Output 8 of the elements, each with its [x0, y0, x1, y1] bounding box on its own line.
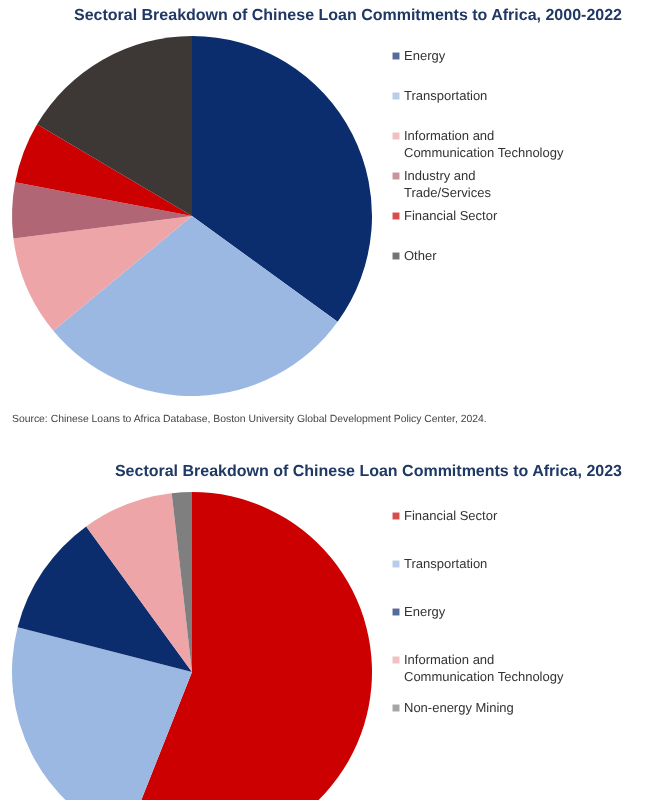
- pie-slice: [13, 216, 192, 331]
- pie-slice: [192, 36, 372, 322]
- pie-slice: [53, 216, 338, 396]
- pie-slice: [37, 36, 192, 216]
- chart-title: Sectoral Breakdown of Chinese Loan Commitments to Africa, 2023: [114, 462, 624, 480]
- pie-slice: [12, 182, 192, 239]
- chart-title: Sectoral Breakdown of Chinese Loan Commitments to Africa, 2000-2022: [73, 6, 624, 24]
- pie-slice: [15, 124, 192, 216]
